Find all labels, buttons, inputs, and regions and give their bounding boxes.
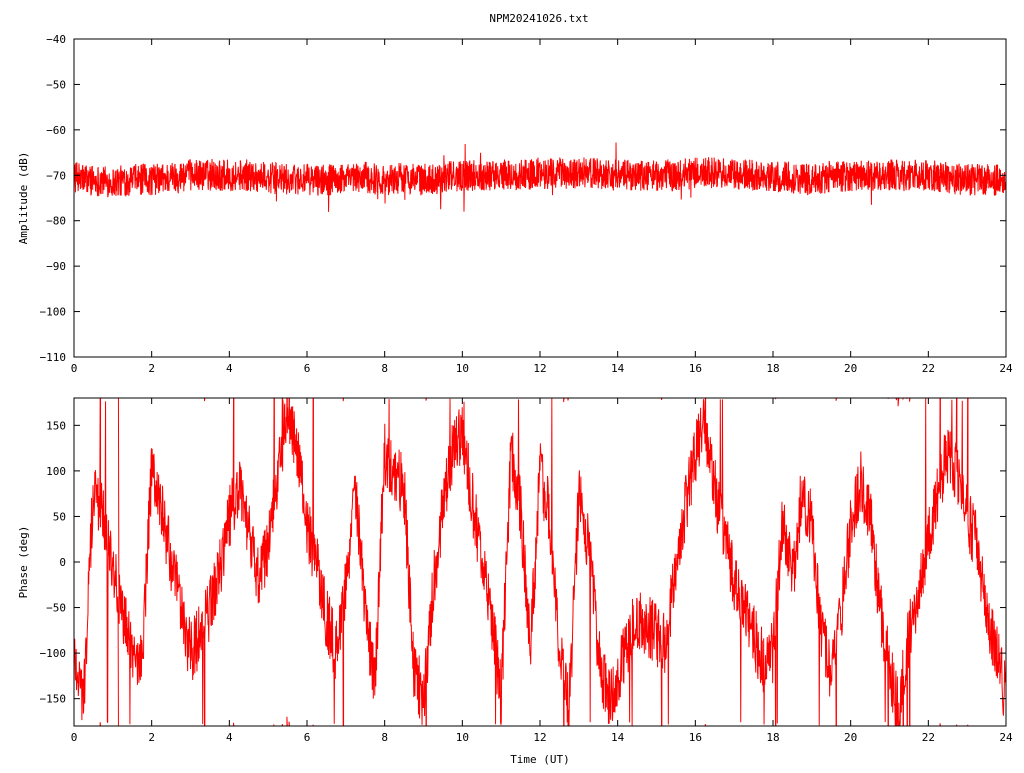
x-tick-label: 6	[304, 731, 311, 744]
x-tick-label: 4	[226, 731, 233, 744]
y-tick-label: −80	[46, 215, 66, 228]
x-tick-label: 24	[999, 731, 1013, 744]
y-tick-label: −60	[46, 124, 66, 137]
x-tick-label: 6	[304, 362, 311, 375]
x-axis-label: Time (UT)	[510, 753, 570, 766]
y-tick-label: −150	[40, 693, 67, 706]
y-tick-label: 150	[46, 419, 66, 432]
y-axis-label: Phase (deg)	[17, 526, 30, 599]
y-tick-label: −90	[46, 260, 66, 273]
x-tick-label: 22	[922, 731, 935, 744]
x-tick-label: 0	[71, 362, 78, 375]
y-tick-label: 50	[53, 510, 66, 523]
series-line-amplitude	[74, 142, 1006, 212]
x-tick-label: 14	[611, 731, 625, 744]
y-tick-label: −70	[46, 169, 66, 182]
x-tick-label: 18	[766, 362, 779, 375]
amplitude-panel: 0 2 4 6 8 10 12 14 16 18 20 22 24−110−100−90−80−70−6…	[17, 33, 1013, 375]
x-tick-label: 12	[533, 362, 546, 375]
x-tick-label: 10	[456, 731, 469, 744]
y-tick-label: −50	[46, 78, 66, 91]
series-line-phase	[74, 398, 1006, 726]
y-tick-label: −40	[46, 33, 66, 46]
x-tick-label: 12	[533, 731, 546, 744]
y-tick-label: −100	[40, 647, 67, 660]
x-tick-label: 2	[148, 362, 155, 375]
y-tick-label: −110	[40, 351, 67, 364]
phase-panel: 0 2 4 6 8 10 12 14 16 18 20 22 24−150−100−5005010015…	[17, 397, 1013, 766]
y-tick-label: −100	[40, 306, 67, 319]
x-tick-label: 24	[999, 362, 1013, 375]
x-tick-label: 4	[226, 362, 233, 375]
y-tick-label: 100	[46, 465, 66, 478]
chart-title: NPM20241026.txt	[489, 12, 588, 25]
y-axis-label: Amplitude (dB)	[17, 152, 30, 245]
x-tick-label: 10	[456, 362, 469, 375]
x-tick-label: 22	[922, 362, 935, 375]
x-tick-label: 18	[766, 731, 779, 744]
x-tick-label: 2	[148, 731, 155, 744]
x-tick-label: 20	[844, 731, 857, 744]
x-tick-label: 8	[381, 362, 388, 375]
x-tick-label: 14	[611, 362, 625, 375]
y-tick-label: 0	[59, 556, 66, 569]
plot-frame	[73, 38, 1007, 358]
y-tick-label: −50	[46, 602, 66, 615]
x-tick-label: 20	[844, 362, 857, 375]
x-tick-label: 16	[689, 362, 702, 375]
x-tick-label: 16	[689, 731, 702, 744]
x-tick-label: 8	[381, 731, 388, 744]
x-tick-label: 0	[71, 731, 78, 744]
